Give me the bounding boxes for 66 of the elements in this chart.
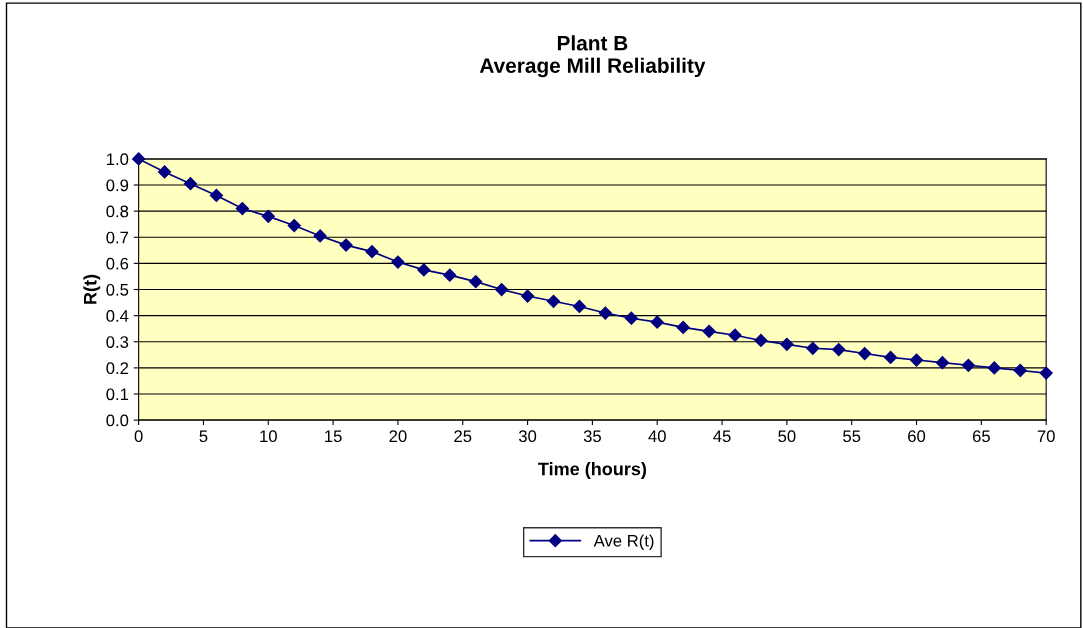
y-tick-label: 0.8 xyxy=(106,205,129,218)
y-tick-label: 1.0 xyxy=(107,153,129,166)
point xyxy=(132,152,146,166)
y-tick-label: 0.3 xyxy=(106,336,129,348)
point xyxy=(339,238,353,252)
x-tick-label: 0 xyxy=(134,430,143,443)
x-tick-label: 40 xyxy=(648,430,666,443)
point xyxy=(598,306,612,320)
y-tick-label: 0.7 xyxy=(106,231,129,244)
point xyxy=(806,341,820,355)
point xyxy=(754,333,768,348)
x-tick-label: 50 xyxy=(778,430,796,443)
y-tick-label: 0.2 xyxy=(106,362,129,375)
point xyxy=(884,350,898,365)
point xyxy=(987,361,1001,375)
point xyxy=(261,209,275,223)
point xyxy=(1039,366,1053,380)
legend-label: Ave R(t) xyxy=(593,534,654,550)
x-tick-label: 70 xyxy=(1037,430,1055,443)
x-axis-title: Time (hours) xyxy=(538,462,647,479)
point xyxy=(858,346,872,361)
point xyxy=(572,299,587,314)
point xyxy=(391,255,405,269)
y-tick-label: 0.5 xyxy=(106,283,129,296)
point xyxy=(546,294,561,308)
point xyxy=(624,311,638,325)
x-tick-label: 15 xyxy=(325,430,342,443)
point xyxy=(443,268,457,282)
point xyxy=(287,218,301,233)
point xyxy=(469,275,483,289)
point xyxy=(157,165,172,179)
point xyxy=(832,343,846,357)
point xyxy=(417,263,431,277)
x-tick-label: 20 xyxy=(389,430,407,443)
point xyxy=(935,356,950,370)
point xyxy=(650,315,664,329)
x-tick-label: 65 xyxy=(972,430,990,443)
point xyxy=(183,177,198,191)
x-tick-label: 60 xyxy=(908,430,926,443)
point xyxy=(235,201,249,216)
point xyxy=(365,245,379,259)
point xyxy=(1013,363,1027,378)
x-tick-label: 10 xyxy=(260,430,277,443)
x-tick-label: 45 xyxy=(713,430,731,443)
point xyxy=(313,229,327,243)
point xyxy=(495,282,509,297)
y-tick-label: 0.4 xyxy=(106,310,129,322)
y-tick-label: 0.0 xyxy=(106,414,129,427)
point xyxy=(520,289,535,303)
point xyxy=(702,324,716,338)
y-tick-label: 0.1 xyxy=(106,388,129,401)
x-tick-label: 55 xyxy=(843,430,861,443)
chart-title: Plant B Average Mill Reliability xyxy=(479,35,706,78)
point xyxy=(961,358,975,372)
point xyxy=(676,320,690,334)
x-tick-label: 30 xyxy=(518,430,537,443)
x-tick-label: 35 xyxy=(583,430,601,443)
point xyxy=(209,188,224,203)
point xyxy=(909,353,924,367)
y-tick-label: 0.9 xyxy=(106,179,129,192)
y-axis-title: R(t) xyxy=(83,274,101,304)
point xyxy=(780,337,794,351)
point xyxy=(728,328,742,342)
x-tick-label: 5 xyxy=(199,430,208,443)
x-tick-label: 25 xyxy=(454,430,472,443)
y-tick-label: 0.6 xyxy=(106,257,129,270)
